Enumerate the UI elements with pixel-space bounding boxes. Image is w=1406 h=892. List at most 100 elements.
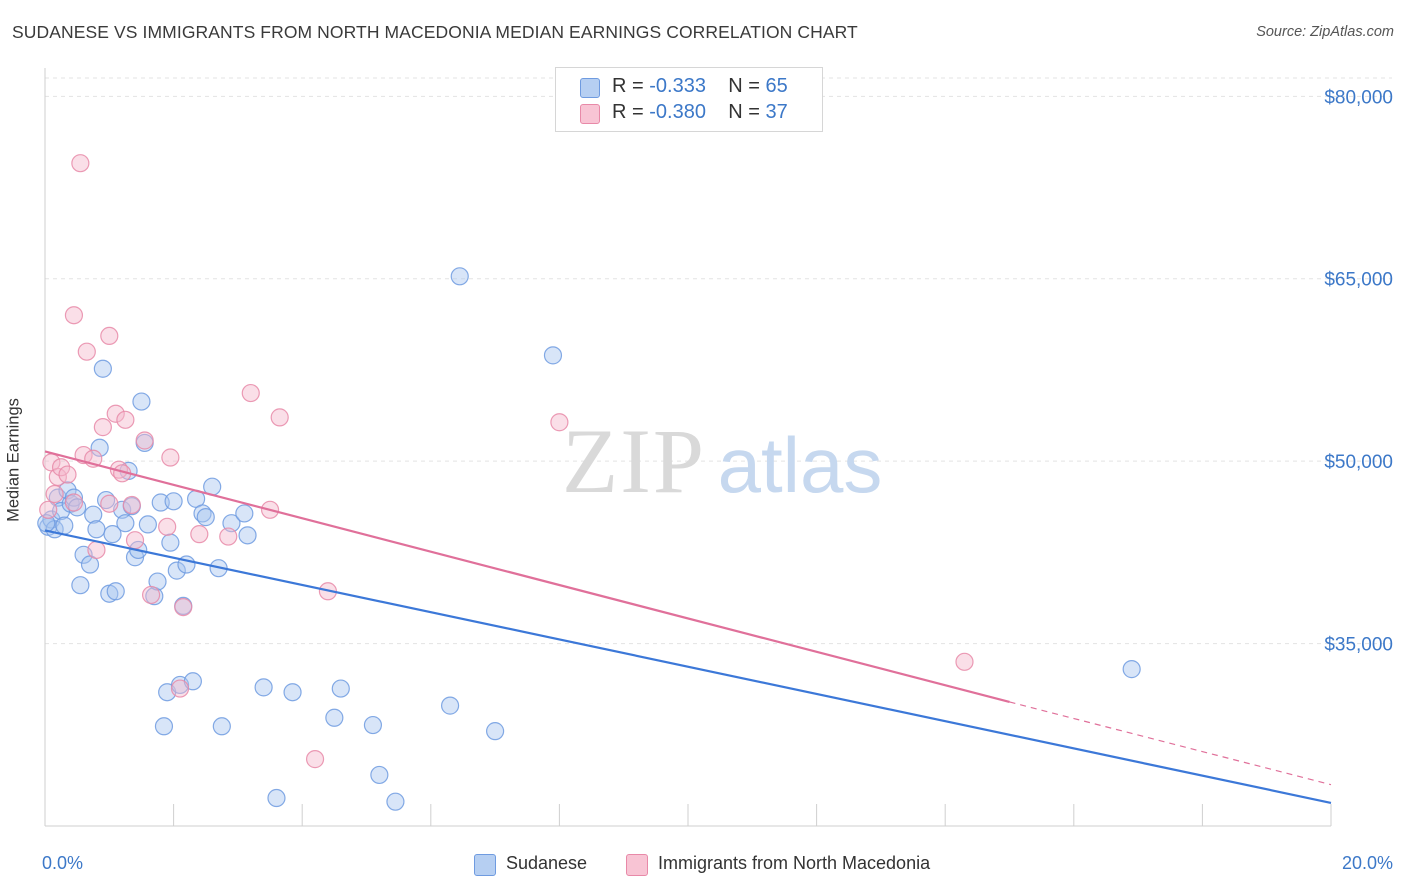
north-macedonia-point [93, 418, 112, 437]
chart-source: Source: ZipAtlas.com [1256, 24, 1394, 40]
sudanese-swatch [580, 78, 600, 98]
north-macedonia-trend-extension [1009, 701, 1332, 786]
legend-r-label: R = [612, 75, 644, 97]
sudanese-point [283, 683, 302, 702]
sudanese-point [64, 488, 84, 507]
north-macedonia-point [135, 431, 154, 450]
sudanese-point [222, 514, 241, 533]
sudanese-point [370, 765, 389, 785]
y-tick-labels: $35,000 $50,000 $65,000 $80,000 [1324, 87, 1393, 655]
north-macedonia-point [64, 493, 84, 512]
y-tick-label: $80,000 [1324, 87, 1393, 108]
north-macedonia-trend-line [44, 450, 1010, 704]
north-macedonia-point [122, 495, 141, 515]
sudanese-point [106, 582, 125, 601]
chart-title: SUDANESE VS IMMIGRANTS FROM NORTH MACEDO… [12, 22, 858, 42]
sudanese-point [331, 679, 350, 698]
legend-n-label: N = [728, 101, 760, 123]
sudanese-point [440, 696, 460, 715]
x-tick-labels: 0.0% 20.0% [42, 853, 1393, 873]
trend-lines [44, 450, 1332, 804]
sudanese-point [254, 678, 273, 697]
north-macedonia-point [158, 517, 177, 536]
legend-north-macedonia-r: -0.380 [649, 101, 706, 123]
sudanese-point [84, 505, 103, 524]
north-macedonia-point [955, 652, 974, 671]
legend-r-label: R = [612, 101, 644, 123]
north-macedonia-point [241, 383, 260, 403]
sudanese-point [93, 359, 112, 378]
north-macedonia-point [219, 527, 238, 546]
north-macedonia-point [58, 465, 77, 484]
north-macedonia-point [190, 525, 209, 544]
north-macedonia-point [64, 306, 84, 325]
sudanese-point [386, 792, 405, 811]
axes [44, 68, 1332, 827]
north-macedonia-point [39, 500, 58, 519]
sudanese-point [161, 533, 180, 552]
north-macedonia-points [39, 154, 974, 769]
sudanese-point [325, 708, 344, 727]
sudanese-point [238, 526, 257, 545]
north-macedonia-point [71, 154, 90, 173]
north-macedonia-point [141, 585, 161, 605]
sudanese-point [1122, 660, 1141, 679]
y-tick-label: $35,000 [1324, 635, 1393, 656]
gridlines [45, 77, 1392, 645]
legend-north-macedonia-n: 37 [765, 101, 788, 123]
sudanese-point [132, 392, 151, 411]
x-tick-label-min: 0.0% [42, 853, 83, 873]
north-macedonia-point [100, 326, 119, 345]
stats-legend: R = -0.333 N = 65 R = -0.380 N = 37 [555, 67, 823, 132]
sudanese-point [103, 525, 122, 544]
sudanese-point [138, 515, 157, 534]
legend-sudanese-r: -0.333 [649, 75, 706, 97]
north-macedonia-point [125, 531, 145, 550]
sudanese-point [154, 717, 174, 736]
x-tick-label-max: 20.0% [1342, 853, 1393, 873]
north-macedonia-point [45, 484, 64, 504]
sudanese-point [450, 267, 469, 286]
sudanese-point [212, 717, 231, 736]
sudanese-legend-label: Sudanese [506, 853, 588, 873]
y-tick-label: $50,000 [1324, 452, 1393, 473]
north-macedonia-point [270, 408, 289, 427]
north-macedonia-point [170, 679, 190, 698]
watermark: ZIP atlas [562, 410, 882, 512]
sudanese-point [90, 438, 109, 457]
north-macedonia-point [305, 750, 325, 769]
sudanese-trend-line [44, 529, 1332, 804]
sudanese-point [196, 508, 215, 527]
north-macedonia-point [51, 458, 71, 477]
north-macedonia-point [77, 342, 96, 361]
sudanese-point [167, 561, 186, 580]
sudanese-point [71, 576, 90, 595]
sudanese-point [87, 520, 106, 539]
north-macedonia-point [161, 448, 180, 467]
north-macedonia-point [100, 494, 119, 513]
north-macedonia-point [87, 540, 106, 560]
legend-sudanese-n: 65 [765, 75, 788, 97]
sudanese-point [235, 504, 254, 523]
north-macedonia-swatch [580, 104, 600, 124]
sudanese-point [55, 516, 74, 535]
north-macedonia-point [174, 597, 193, 617]
legend-n-label: N = [728, 75, 760, 97]
watermark-atlas: atlas [718, 421, 883, 509]
sudanese-point [363, 715, 383, 735]
north-macedonia-point [550, 413, 569, 432]
north-macedonia-legend-label: Immigrants from North Macedonia [658, 853, 931, 873]
north-macedonia-legend-swatch [626, 854, 648, 876]
sudanese-point [267, 788, 286, 808]
north-macedonia-point [106, 404, 125, 423]
watermark-zip: ZIP [562, 410, 706, 512]
north-macedonia-point [116, 410, 135, 429]
sudanese-point [486, 722, 505, 741]
sudanese-point [164, 492, 183, 511]
sudanese-point [543, 346, 563, 365]
sudanese-point [116, 514, 135, 533]
y-tick-label: $65,000 [1324, 270, 1393, 291]
sudanese-point [151, 493, 170, 512]
sudanese-legend-swatch [474, 854, 496, 876]
